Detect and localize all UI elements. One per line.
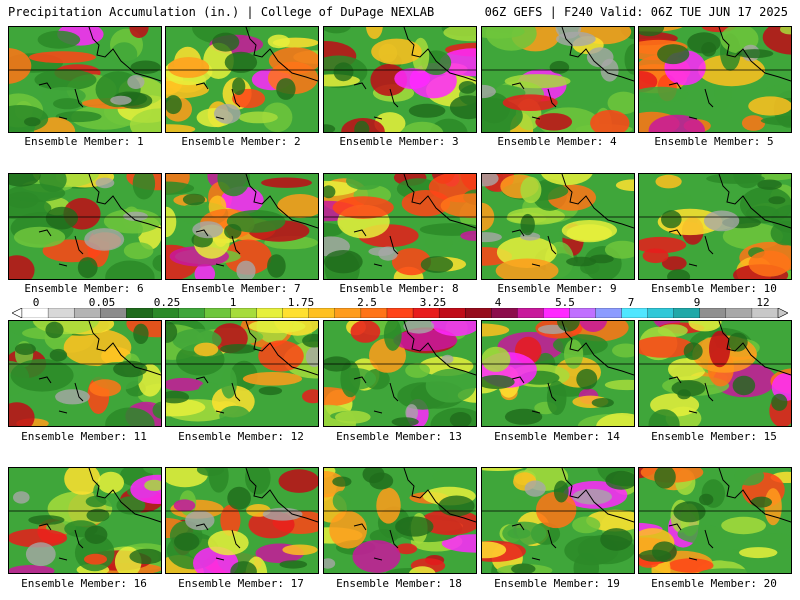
colorbar-swatch <box>751 308 779 318</box>
ensemble-member-label: Ensemble Member: 3 <box>339 135 459 148</box>
ensemble-member-map-15 <box>638 320 792 427</box>
colorbar-tick-label: 9 <box>693 296 701 309</box>
colorbar-swatch <box>152 308 179 318</box>
colorbar-min-arrow <box>12 308 23 318</box>
colorbar-swatch <box>647 308 675 318</box>
ensemble-member-label: Ensemble Member: 10 <box>651 282 777 295</box>
precip-colorbar <box>12 308 788 318</box>
colorbar-swatch <box>256 308 284 318</box>
ensemble-member-label: Ensemble Member: 2 <box>181 135 301 148</box>
ensemble-member-label: Ensemble Member: 16 <box>21 577 147 590</box>
ensemble-member-label: Ensemble Member: 15 <box>651 430 777 443</box>
colorbar-swatch <box>360 308 388 318</box>
colorbar-swatch <box>73 308 101 318</box>
ensemble-member-label: Ensemble Member: 9 <box>497 282 617 295</box>
colorbar-tick-label: 0 <box>32 296 40 309</box>
colorbar-swatch <box>543 308 570 318</box>
ensemble-member-map-17 <box>165 467 319 574</box>
colorbar-swatch <box>334 308 362 318</box>
colorbar-swatch <box>438 308 466 318</box>
ensemble-member-map-19 <box>481 467 635 574</box>
colorbar-tick-label: 12 <box>756 296 770 309</box>
colorbar-swatch <box>230 308 258 318</box>
ensemble-member-map-14 <box>481 320 635 427</box>
colorbar-swatch <box>412 308 440 318</box>
colorbar-swatch <box>725 308 753 318</box>
valid-time-label: 06Z GEFS | F240 Valid: 06Z TUE JUN 17 20… <box>484 5 788 19</box>
colorbar-tick-label: 3.25 <box>419 296 447 309</box>
colorbar-tick-label: 2.5 <box>357 296 377 309</box>
colorbar-swatch <box>178 308 205 318</box>
ensemble-member-map-11 <box>8 320 162 427</box>
colorbar-swatch <box>569 308 596 318</box>
colorbar-tick-label: 0.05 <box>88 296 116 309</box>
ensemble-member-label: Ensemble Member: 6 <box>24 282 144 295</box>
ensemble-member-label: Ensemble Member: 5 <box>654 135 774 148</box>
ensemble-member-map-10 <box>638 173 792 280</box>
ensemble-member-label: Ensemble Member: 18 <box>336 577 462 590</box>
colorbar-swatch <box>21 308 49 318</box>
colorbar-swatch <box>47 308 75 318</box>
colorbar-tick-label: 5.5 <box>555 296 575 309</box>
ensemble-member-map-1 <box>8 26 162 133</box>
colorbar-swatch <box>595 308 623 318</box>
colorbar-tick-label: 1 <box>229 296 237 309</box>
colorbar-tick-label: 4 <box>494 296 502 309</box>
ensemble-member-label: Ensemble Member: 17 <box>178 577 304 590</box>
colorbar-swatch <box>386 308 414 318</box>
ensemble-member-map-6 <box>8 173 162 280</box>
ensemble-member-label: Ensemble Member: 12 <box>178 430 304 443</box>
colorbar-swatch <box>100 308 127 318</box>
colorbar-swatch <box>699 308 727 318</box>
ensemble-member-map-3 <box>323 26 477 133</box>
ensemble-member-label: Ensemble Member: 11 <box>21 430 147 443</box>
ensemble-member-map-16 <box>8 467 162 574</box>
colorbar-swatch <box>465 308 492 318</box>
colorbar-max-arrow <box>777 308 788 318</box>
ensemble-member-map-8 <box>323 173 477 280</box>
colorbar-tick-label: 1.75 <box>287 296 315 309</box>
ensemble-member-label: Ensemble Member: 14 <box>494 430 620 443</box>
ensemble-member-label: Ensemble Member: 20 <box>651 577 777 590</box>
ensemble-member-map-7 <box>165 173 319 280</box>
ensemble-member-map-5 <box>638 26 792 133</box>
colorbar-swatch <box>308 308 336 318</box>
colorbar-swatch <box>673 308 701 318</box>
colorbar-swatch <box>282 308 310 318</box>
ensemble-member-map-20 <box>638 467 792 574</box>
map-title: Precipitation Accumulation (in.) | Colle… <box>8 5 435 19</box>
colorbar-swatch <box>517 308 544 318</box>
ensemble-member-label: Ensemble Member: 13 <box>336 430 462 443</box>
ensemble-member-label: Ensemble Member: 4 <box>497 135 617 148</box>
ensemble-member-map-12 <box>165 320 319 427</box>
ensemble-member-label: Ensemble Member: 19 <box>494 577 620 590</box>
colorbar-swatch <box>204 308 231 318</box>
colorbar-swatch <box>621 308 649 318</box>
ensemble-member-map-2 <box>165 26 319 133</box>
ensemble-member-map-4 <box>481 26 635 133</box>
colorbar-swatch <box>491 308 518 318</box>
colorbar-tick-label: 7 <box>627 296 635 309</box>
ensemble-member-label: Ensemble Member: 8 <box>339 282 459 295</box>
ensemble-member-label: Ensemble Member: 1 <box>24 135 144 148</box>
ensemble-member-label: Ensemble Member: 7 <box>181 282 301 295</box>
ensemble-member-map-13 <box>323 320 477 427</box>
ensemble-member-map-9 <box>481 173 635 280</box>
ensemble-member-map-18 <box>323 467 477 574</box>
colorbar-tick-label: 0.25 <box>153 296 181 309</box>
colorbar-swatch <box>126 308 153 318</box>
